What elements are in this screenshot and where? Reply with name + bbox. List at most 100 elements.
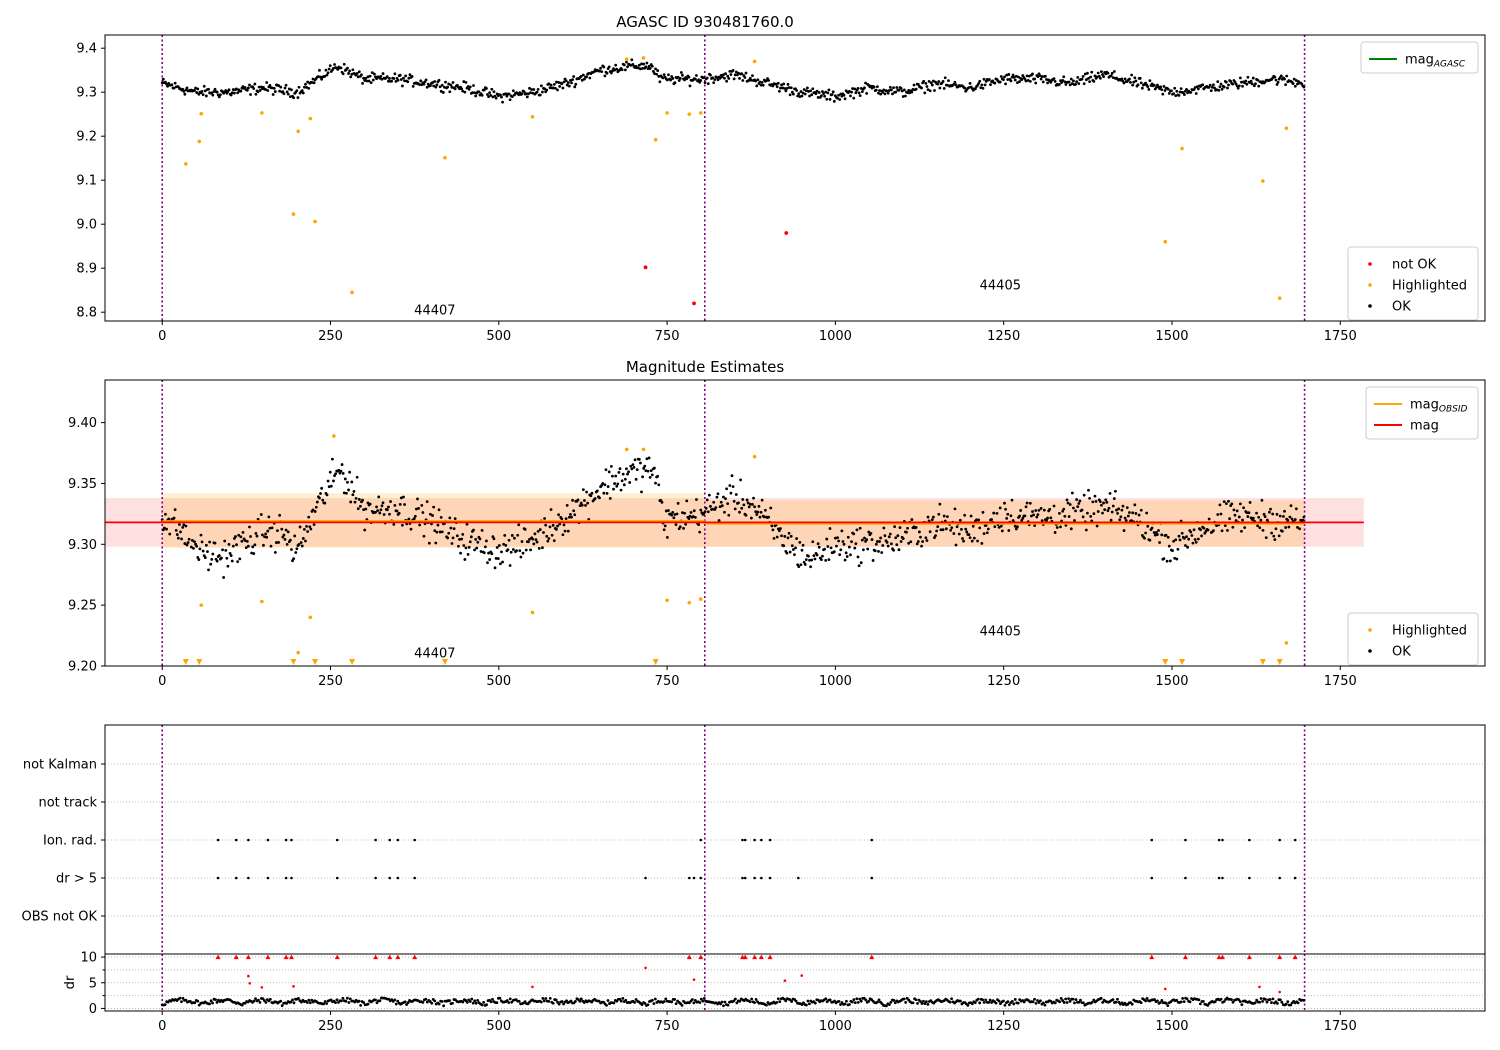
ok-point — [727, 513, 731, 517]
ok-point — [203, 89, 207, 93]
legend-label: magOBSID — [1410, 398, 1468, 415]
highlighted-point — [698, 111, 703, 115]
dr-ok-point — [1059, 997, 1063, 1000]
highlighted-point — [443, 155, 447, 160]
ok-point — [1229, 79, 1233, 83]
dr-gt-5-flag-point — [247, 876, 250, 880]
dr-ok-point — [612, 1001, 616, 1005]
ok-point — [549, 83, 553, 87]
dr-ok-point — [1031, 1000, 1035, 1004]
ok-point — [439, 515, 443, 519]
dr-gt-5-flag-point — [1248, 876, 1251, 880]
dr-ok-point — [833, 999, 836, 1003]
ok-point — [1078, 499, 1082, 503]
dr-ok-point — [970, 1002, 974, 1006]
ok-point — [555, 527, 558, 531]
dr-ok-point — [1164, 1001, 1168, 1005]
ok-point — [674, 523, 678, 526]
ok-point — [447, 82, 451, 86]
highlighted-point — [687, 112, 692, 116]
ok-point — [361, 81, 364, 85]
ok-point — [1075, 498, 1079, 501]
ok-point — [1045, 78, 1048, 81]
ok-point — [1016, 81, 1019, 85]
ok-point — [1094, 499, 1098, 503]
ok-point — [728, 69, 732, 73]
ok-point — [800, 94, 804, 98]
ok-point — [703, 510, 707, 514]
highlighted-point — [665, 598, 669, 603]
ok-point — [337, 468, 341, 472]
ok-point — [1230, 502, 1234, 506]
ok-point — [741, 498, 745, 501]
ok-point — [180, 537, 184, 541]
dr-ok-point — [1265, 1000, 1269, 1004]
ok-point — [558, 522, 562, 526]
ok-point — [305, 85, 308, 89]
dr-ok-point — [448, 999, 451, 1002]
ok-point — [1271, 512, 1275, 516]
ok-point — [910, 518, 914, 521]
ok-point — [810, 558, 814, 562]
ok-point — [1296, 82, 1299, 86]
ok-point — [241, 530, 245, 534]
ok-point — [366, 501, 370, 505]
ok-point — [334, 472, 338, 476]
dr-ok-point — [473, 999, 477, 1003]
ok-point — [930, 83, 934, 87]
ok-point — [467, 87, 471, 91]
ok-point — [308, 525, 312, 529]
ok-point — [1209, 89, 1213, 93]
dr-limit-marker — [1219, 954, 1225, 960]
ok-point — [828, 527, 832, 530]
ok-point — [1107, 506, 1111, 510]
ok-point — [699, 79, 703, 82]
ok-point — [891, 92, 894, 96]
dr-ok-point — [722, 1004, 725, 1008]
ok-point — [265, 535, 269, 539]
ok-point — [1194, 540, 1198, 544]
dr-ok-point — [1286, 1000, 1290, 1004]
ok-point — [989, 83, 992, 86]
ok-point — [181, 87, 185, 91]
ok-point — [165, 82, 168, 86]
ok-point — [780, 83, 783, 87]
dr-gt-5-flag-point — [644, 876, 647, 880]
ok-point — [980, 542, 984, 545]
ok-point — [1005, 73, 1009, 77]
ok-point — [906, 91, 909, 95]
ok-point — [361, 498, 364, 502]
ok-point — [817, 545, 821, 549]
ok-point — [859, 86, 863, 90]
ok-point — [197, 92, 201, 96]
ok-point — [723, 76, 726, 80]
ok-point — [809, 565, 813, 569]
dr-ok-point — [1034, 1001, 1038, 1005]
ok-point — [581, 73, 585, 77]
ok-point — [953, 507, 957, 511]
dr-ok-point — [1003, 1003, 1007, 1007]
ok-point — [604, 468, 608, 472]
ok-point — [390, 79, 394, 83]
ok-point — [1287, 525, 1291, 529]
ok-point — [734, 70, 738, 74]
ok-point — [252, 552, 256, 555]
ok-point — [648, 475, 652, 479]
ok-point — [416, 497, 419, 501]
ok-point — [1283, 509, 1286, 513]
dr-ok-point — [1145, 996, 1149, 1000]
ok-point — [421, 511, 425, 514]
ok-point — [881, 91, 885, 94]
ok-point — [192, 546, 195, 550]
ok-point — [444, 80, 447, 84]
ok-point — [925, 539, 929, 542]
ok-point — [319, 75, 322, 79]
ok-point — [1073, 519, 1076, 522]
ok-point — [217, 554, 221, 557]
dr-ok-point — [1092, 998, 1096, 1002]
legend-dot-swatch — [1368, 304, 1372, 308]
ok-point — [932, 79, 935, 83]
ok-point — [1089, 514, 1093, 518]
dr-ok-point — [341, 996, 345, 1000]
ok-point — [787, 531, 791, 535]
